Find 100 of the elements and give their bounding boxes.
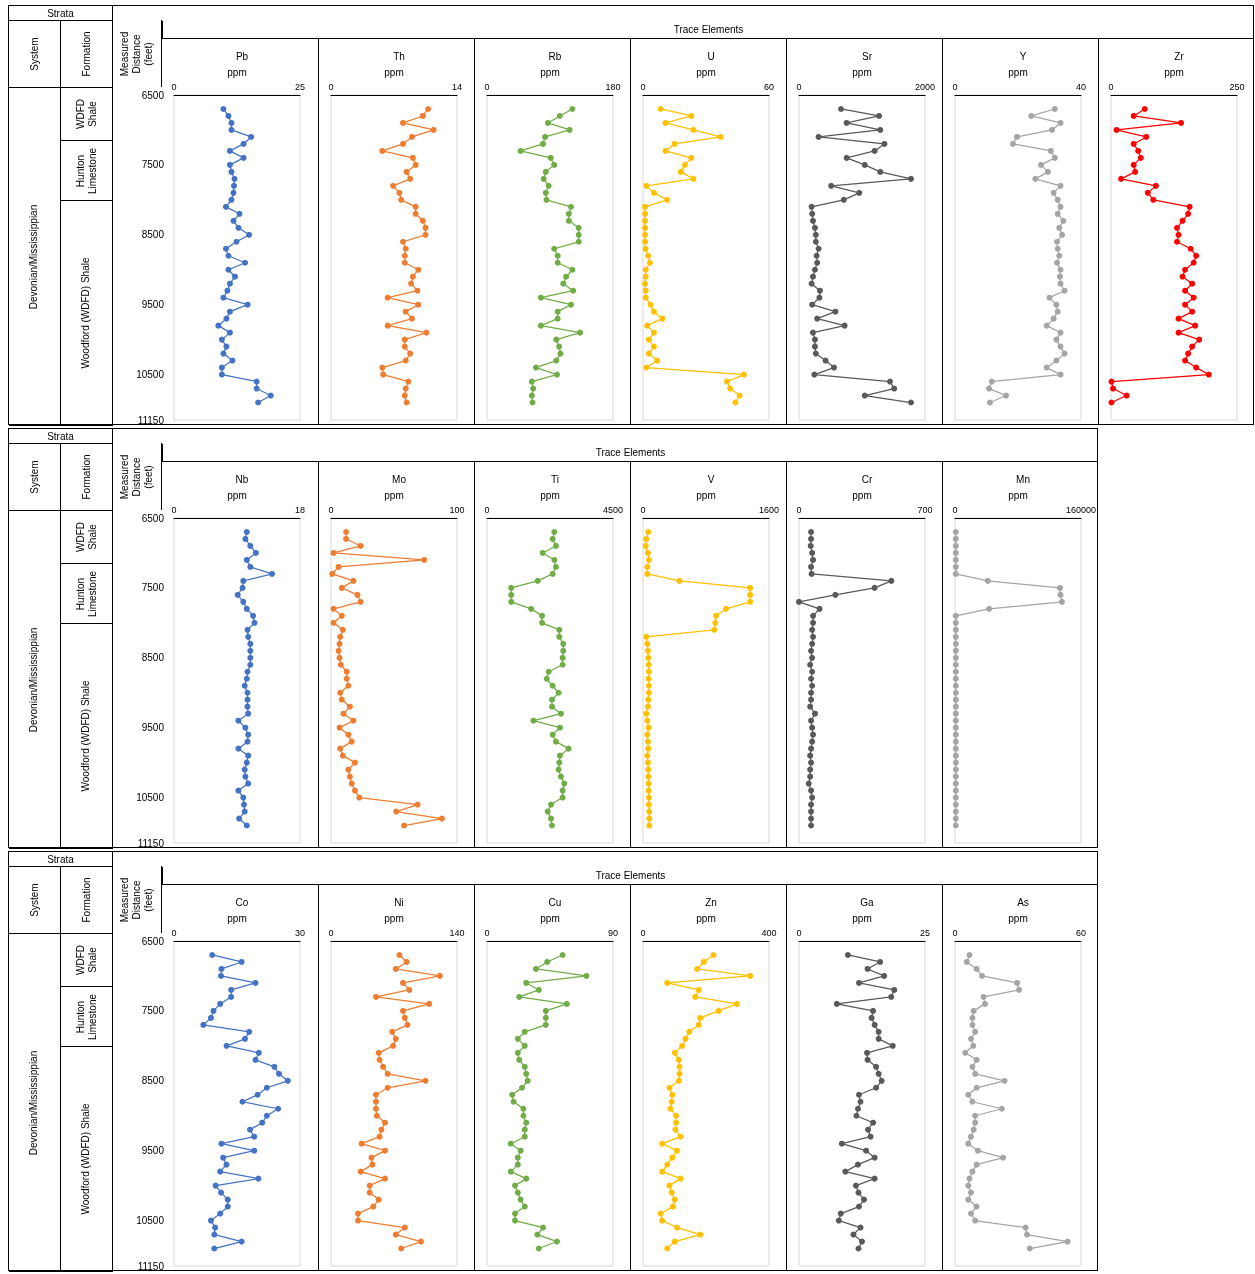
point (414, 287, 421, 294)
point (402, 245, 409, 252)
x-tick-label: 0 (328, 81, 334, 92)
point (1032, 175, 1039, 182)
point (645, 668, 652, 675)
point (544, 958, 551, 965)
text: Strata (9, 852, 113, 867)
point (561, 780, 568, 787)
point (351, 759, 358, 766)
point (1061, 350, 1068, 357)
point (878, 1077, 885, 1084)
point (952, 626, 959, 633)
point (348, 738, 355, 745)
text: Formation (80, 31, 93, 77)
point (642, 238, 649, 245)
point (891, 385, 898, 392)
point (557, 773, 564, 780)
point (659, 315, 666, 322)
point (808, 745, 815, 752)
point (380, 1063, 387, 1070)
point (343, 535, 350, 542)
x-tick-label: 0 (484, 81, 490, 92)
x-axis-title: ppm (852, 489, 872, 501)
chart-title: Sr (862, 50, 873, 62)
x-tick-label: 60 (1075, 927, 1087, 938)
point (539, 612, 546, 619)
point (217, 1168, 224, 1175)
point (643, 535, 650, 542)
point (575, 231, 582, 238)
point (337, 633, 344, 640)
point (565, 210, 572, 217)
point (246, 231, 253, 238)
point (355, 1210, 361, 1217)
point (414, 801, 421, 808)
point (645, 745, 652, 752)
point (554, 252, 561, 259)
point (807, 752, 814, 759)
point (644, 322, 651, 329)
point (972, 1028, 979, 1035)
point (952, 619, 959, 626)
point (1054, 238, 1061, 245)
x-axis-title: ppm (540, 912, 560, 924)
point (875, 1070, 882, 1077)
point (674, 1224, 681, 1231)
point (1174, 238, 1181, 245)
point (807, 542, 814, 549)
point (662, 147, 669, 154)
point (690, 126, 697, 133)
point (844, 951, 851, 958)
point (642, 273, 649, 280)
point (517, 1196, 524, 1203)
point (392, 1035, 399, 1042)
point (1053, 301, 1060, 308)
point (508, 598, 515, 605)
point (556, 759, 563, 766)
point (554, 308, 561, 315)
chart-title: Ni (394, 896, 404, 908)
point (509, 1091, 516, 1098)
point (644, 703, 651, 710)
point (877, 126, 884, 133)
point (234, 591, 241, 598)
text: Strata (9, 6, 113, 21)
point (835, 1217, 842, 1224)
text: WDFD Shale (74, 98, 99, 131)
point (850, 1231, 857, 1238)
point (1130, 112, 1137, 119)
point (1182, 266, 1189, 273)
point (669, 1091, 676, 1098)
point (555, 766, 562, 773)
y-tick-label: 11150 (137, 1260, 165, 1272)
point (559, 951, 566, 958)
point (969, 1168, 976, 1175)
point (226, 308, 233, 315)
point (373, 1091, 379, 1098)
point (223, 315, 230, 322)
point (1050, 315, 1057, 322)
point (419, 217, 426, 224)
point (643, 182, 650, 189)
point (1050, 189, 1057, 196)
point (512, 1217, 518, 1224)
point (952, 703, 959, 710)
point (682, 161, 688, 168)
point (545, 668, 552, 675)
point (247, 647, 254, 654)
point (1057, 266, 1064, 273)
point (218, 965, 225, 972)
y-tick-label: 8500 (141, 229, 165, 241)
chart-title: Mo (392, 473, 407, 485)
point (373, 1112, 380, 1119)
point (871, 147, 878, 154)
point (243, 605, 250, 612)
point (952, 759, 959, 766)
point (528, 378, 535, 385)
point (982, 1000, 989, 1007)
point (808, 647, 815, 654)
point (952, 549, 959, 556)
point (809, 794, 816, 801)
point (812, 710, 819, 717)
point (544, 119, 551, 126)
point (809, 724, 816, 731)
